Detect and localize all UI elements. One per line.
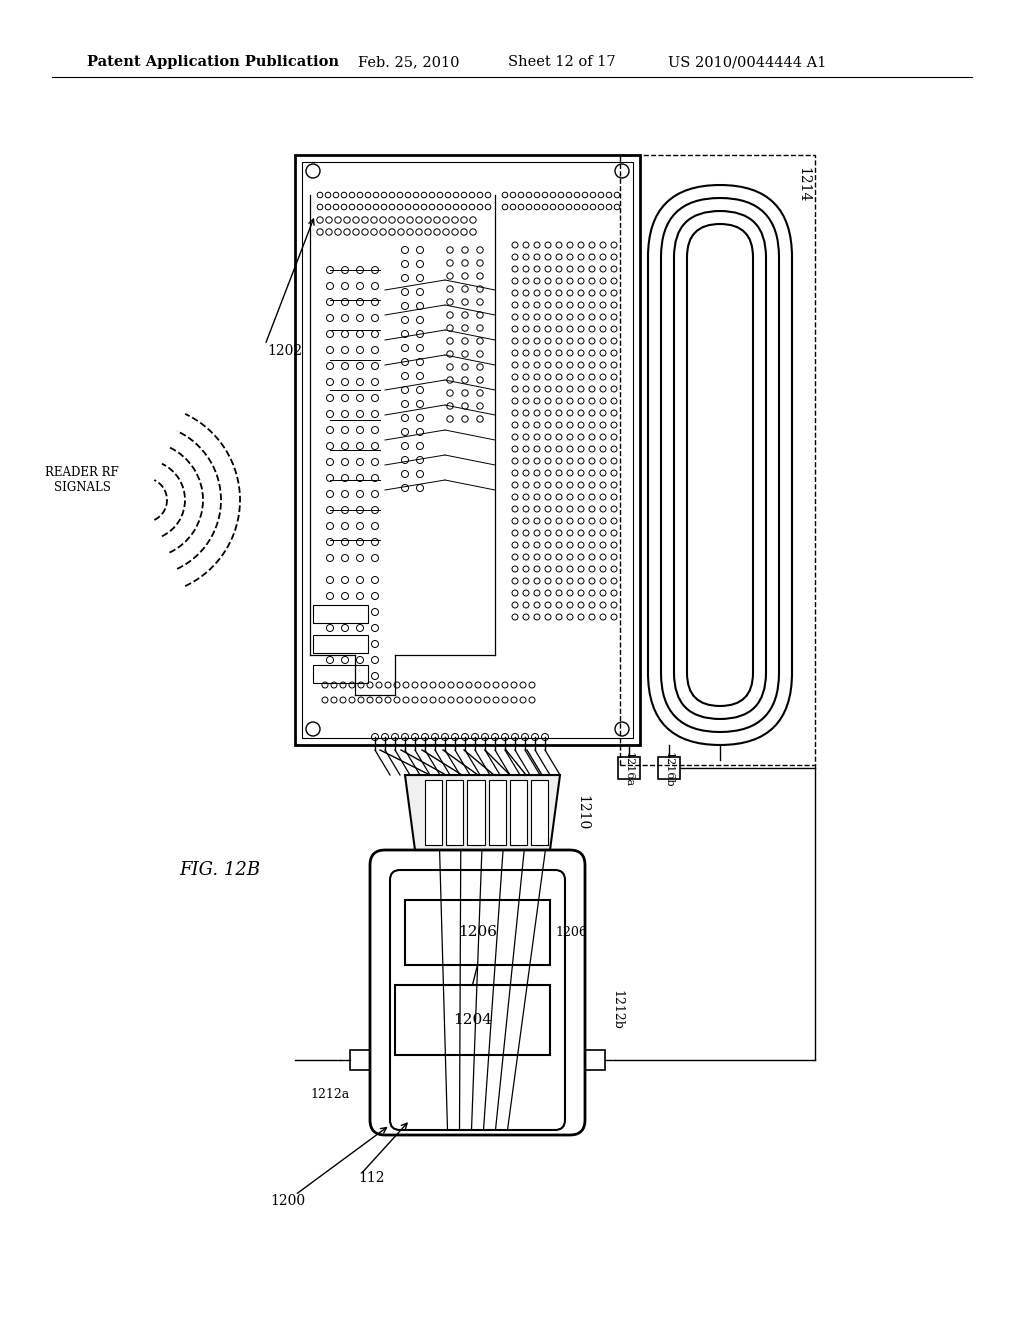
Bar — [395, 985, 550, 1055]
Text: Patent Application Publication: Patent Application Publication — [87, 55, 339, 69]
Text: FIG. 12B: FIG. 12B — [179, 861, 260, 879]
Bar — [510, 780, 526, 845]
Text: 1206: 1206 — [458, 925, 497, 940]
Bar — [446, 780, 463, 845]
Text: 1216a: 1216a — [624, 752, 634, 787]
Text: 1200: 1200 — [270, 1195, 305, 1208]
Bar — [313, 605, 368, 623]
Bar — [618, 756, 640, 779]
Text: 1212b: 1212b — [610, 990, 623, 1030]
Bar — [585, 1049, 605, 1071]
Bar — [658, 756, 680, 779]
Text: 1210: 1210 — [575, 795, 589, 830]
Bar — [302, 162, 633, 738]
Text: 112: 112 — [358, 1171, 384, 1185]
Bar — [530, 780, 548, 845]
Text: 1202: 1202 — [267, 345, 302, 358]
Text: Feb. 25, 2010: Feb. 25, 2010 — [358, 55, 460, 69]
Polygon shape — [406, 775, 560, 850]
Bar — [313, 665, 368, 682]
Text: 1206: 1206 — [555, 927, 587, 939]
Text: 1204: 1204 — [453, 1012, 492, 1027]
Bar — [350, 1049, 370, 1071]
Bar — [467, 780, 484, 845]
Text: 1214: 1214 — [796, 168, 810, 203]
Bar — [406, 900, 550, 965]
Text: READER RF
SIGNALS: READER RF SIGNALS — [45, 466, 119, 494]
Bar — [488, 780, 506, 845]
Text: Sheet 12 of 17: Sheet 12 of 17 — [508, 55, 615, 69]
Bar — [295, 154, 640, 744]
Bar — [620, 154, 815, 766]
Bar — [313, 635, 368, 653]
Text: 1216b: 1216b — [664, 752, 674, 788]
Text: 1212a: 1212a — [310, 1089, 350, 1101]
Text: US 2010/0044444 A1: US 2010/0044444 A1 — [668, 55, 826, 69]
Bar — [425, 780, 442, 845]
